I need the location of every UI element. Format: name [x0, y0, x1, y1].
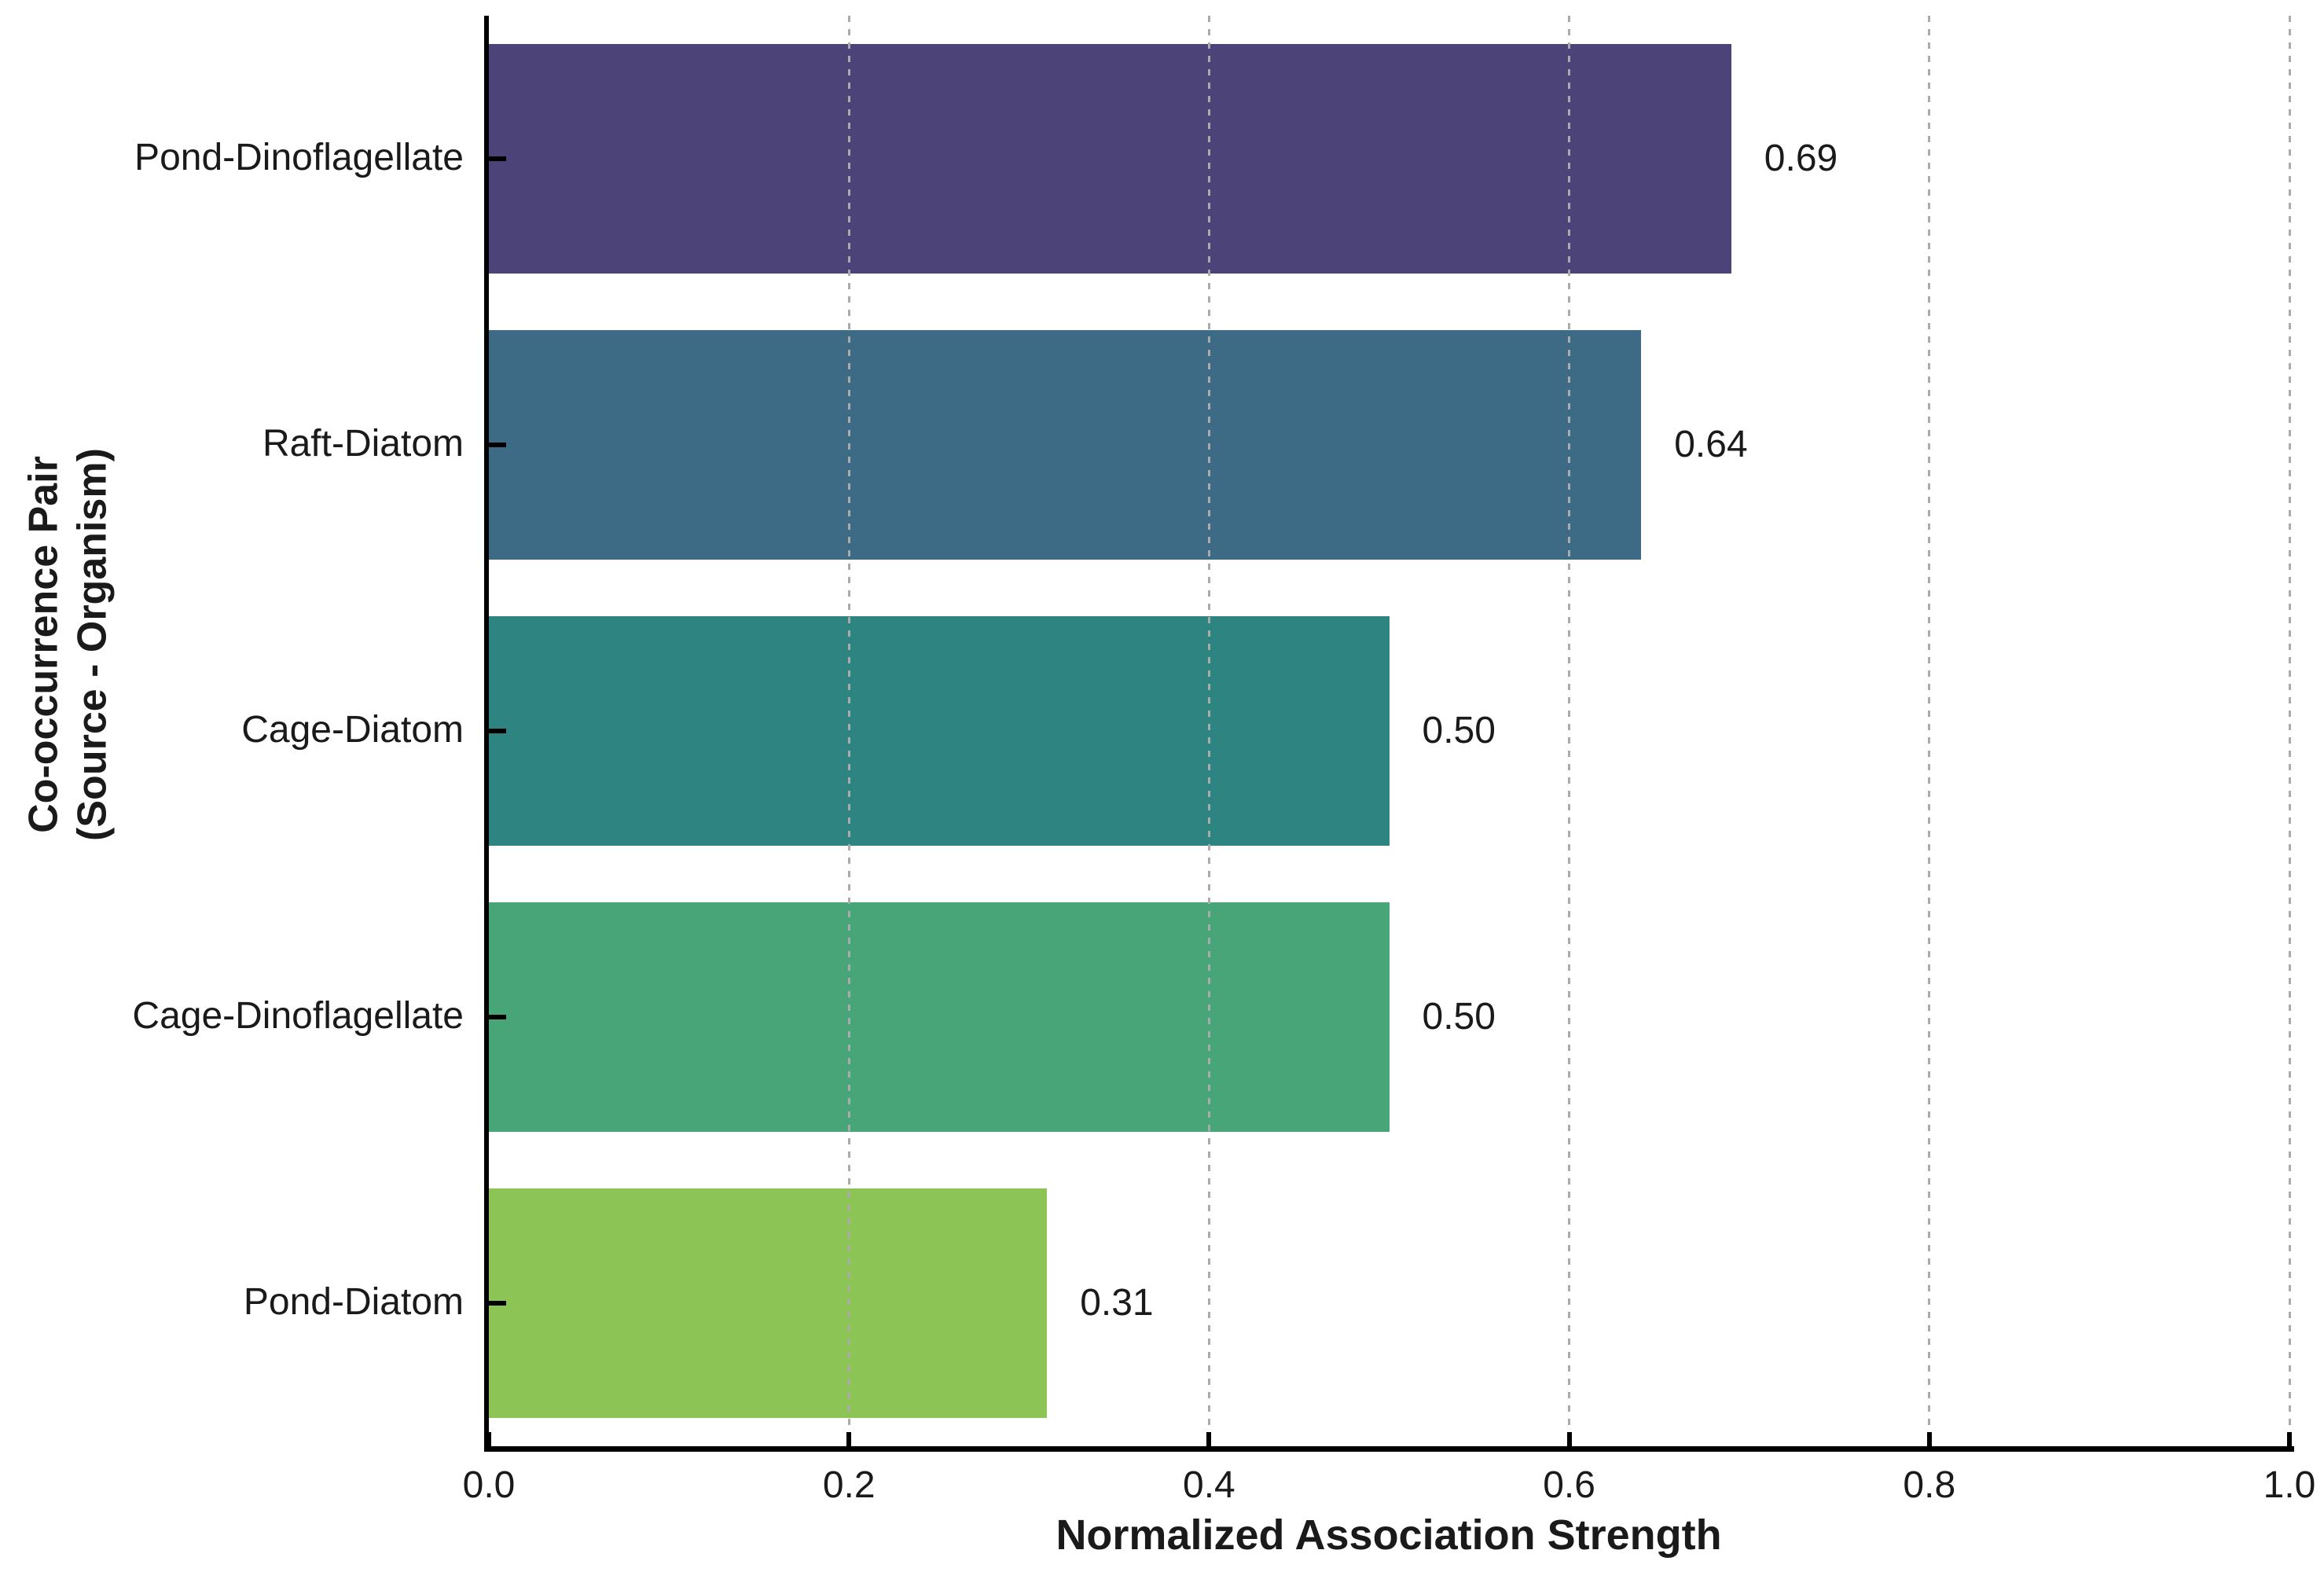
gridline-x-1 [2288, 16, 2291, 1446]
bar-pond-dinoflagellate [489, 44, 1731, 274]
bar-value-label: 0.31 [1080, 1282, 1154, 1324]
plot-area: 0.69 Pond-Dinoflagellate 0.64 Raft-Diatom 0.… [132, 16, 2315, 1504]
gridline-x-0.8 [1928, 16, 1931, 1446]
y-tick-label-cage-dinoflagellate: Cage-Dinoflagellate [132, 995, 464, 1038]
x-tick-mark [846, 1432, 852, 1446]
y-tick-label-pond-diatom: Pond-Diatom [243, 1281, 464, 1324]
y-axis-title-line1: Co-occurrence Pair [20, 456, 67, 833]
x-axis-title: Normalized Association Strength [1056, 1511, 1722, 1559]
bar-value-label: 0.69 [1764, 138, 1838, 179]
y-tick-label-raft-diatom: Raft-Diatom [262, 423, 464, 465]
gridline-x-0.4 [1207, 16, 1210, 1446]
y-axis-title: Co-occurrence Pair (Source - Organism) [20, 448, 118, 841]
y-tick-mark [489, 443, 506, 447]
x-tick-mark [486, 1432, 491, 1446]
bar-cage-dinoflagellate [489, 902, 1390, 1132]
y-tick-label-pond-dinoflagellate: Pond-Dinoflagellate [134, 137, 464, 179]
x-axis-line [484, 1446, 2294, 1452]
y-tick-mark [489, 729, 506, 733]
x-tick-label-0.6: 0.6 [1543, 1464, 1595, 1506]
bar-raft-diatom [489, 330, 1642, 560]
bar-cage-diatom [489, 616, 1390, 846]
gridline-x-0.2 [847, 16, 850, 1446]
x-tick-mark [1926, 1432, 1932, 1446]
x-tick-mark [1566, 1432, 1572, 1446]
bar-pond-diatom [489, 1188, 1048, 1418]
y-tick-mark [489, 1015, 506, 1019]
y-tick-mark [489, 156, 506, 161]
x-tick-label-0.8: 0.8 [1903, 1464, 1956, 1506]
y-tick-mark [489, 1301, 506, 1306]
bar-value-label: 0.50 [1422, 710, 1496, 751]
x-tick-label-1.0: 1.0 [2263, 1464, 2316, 1506]
x-tick-label-0.2: 0.2 [822, 1464, 876, 1506]
gridline-x-0.6 [1568, 16, 1571, 1446]
y-axis-title-line2: (Source - Organism) [70, 448, 116, 841]
y-tick-label-cage-diatom: Cage-Diatom [241, 709, 464, 751]
x-tick-label-0.4: 0.4 [1183, 1464, 1235, 1506]
bar-value-label: 0.50 [1422, 996, 1496, 1038]
y-axis-line [484, 16, 489, 1452]
x-tick-mark [1206, 1432, 1212, 1446]
x-tick-mark [2287, 1432, 2292, 1446]
bar-value-label: 0.64 [1674, 424, 1748, 465]
x-tick-label-0.0: 0.0 [462, 1464, 516, 1506]
